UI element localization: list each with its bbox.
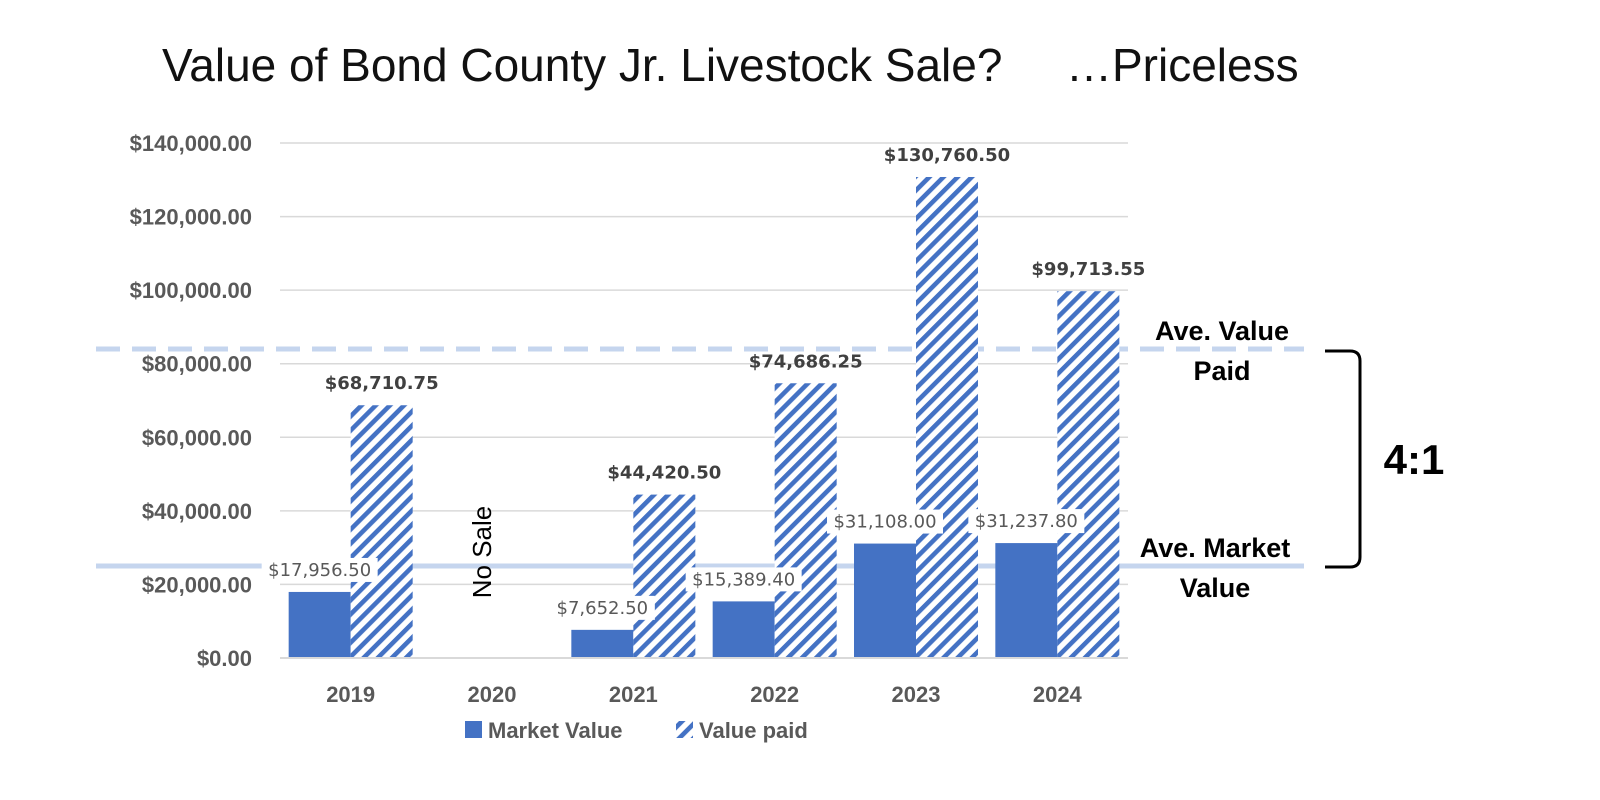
market-value-bar bbox=[995, 543, 1058, 658]
market-value-bar bbox=[854, 543, 916, 658]
x-tick-label: 2021 bbox=[609, 682, 658, 707]
data-label-background bbox=[261, 557, 378, 582]
market-value-bar bbox=[571, 629, 634, 658]
value-paid-data-label: $99,713.55 bbox=[1031, 259, 1145, 280]
x-tick-label: 2019 bbox=[326, 682, 375, 707]
ave-market-value-label-line2: Value bbox=[1180, 573, 1251, 603]
chart-title-tagline: …Priceless bbox=[1066, 39, 1299, 91]
value-paid-bar bbox=[1057, 291, 1120, 658]
value-paid-bar bbox=[774, 383, 837, 658]
x-tick-label: 2023 bbox=[892, 682, 941, 707]
gridlines bbox=[280, 142, 1128, 659]
ratio-bracket bbox=[1325, 349, 1362, 569]
y-tick-label: $0.00 bbox=[197, 646, 252, 671]
ave-value-paid-label: Ave. Value bbox=[1155, 316, 1289, 346]
bars bbox=[288, 176, 1120, 658]
y-tick-label: $80,000.00 bbox=[142, 352, 252, 377]
ave-market-value-label: Ave. Market bbox=[1140, 533, 1291, 563]
y-tick-label: $20,000.00 bbox=[142, 572, 252, 597]
value-paid-bar bbox=[633, 494, 696, 658]
y-tick-label: $140,000.00 bbox=[130, 131, 252, 156]
x-tick-label: 2020 bbox=[468, 682, 517, 707]
market-value-data-label: $17,956.50 bbox=[268, 560, 371, 581]
value-paid-data-label: $130,760.50 bbox=[884, 145, 1010, 166]
y-tick-label: $100,000.00 bbox=[130, 278, 252, 303]
y-tick-label: $40,000.00 bbox=[142, 499, 252, 524]
market-value-data-label: $31,108.00 bbox=[833, 512, 936, 533]
annotations: No Sale Ave. Value Paid Ave. Market Value 4:1 bbox=[467, 316, 1444, 603]
x-tick-label: 2024 bbox=[1033, 682, 1083, 707]
value-paid-data-label: $74,686.25 bbox=[749, 351, 863, 372]
market-value-data-label: $7,652.50 bbox=[557, 598, 649, 619]
ratio-label: 4:1 bbox=[1384, 436, 1445, 483]
y-tick-label: $120,000.00 bbox=[130, 205, 252, 230]
market-value-data-label: $15,389.40 bbox=[692, 569, 795, 590]
ave-value-paid-label-line2: Paid bbox=[1193, 356, 1250, 386]
reference-lines bbox=[96, 346, 1304, 569]
chart-title: Value of Bond County Jr. Livestock Sale? bbox=[162, 39, 1003, 91]
data-label-background bbox=[685, 567, 802, 592]
value-paid-bar bbox=[916, 176, 978, 658]
legend-label-market-value: Market Value bbox=[488, 718, 623, 743]
y-tick-label: $60,000.00 bbox=[142, 425, 252, 450]
legend-label-value-paid: Value paid bbox=[699, 718, 808, 743]
market-value-bar bbox=[712, 601, 775, 658]
legend-swatch-value-paid bbox=[676, 721, 693, 738]
value-paid-data-label: $68,710.75 bbox=[325, 373, 439, 394]
data-label-background bbox=[549, 595, 655, 620]
market-value-bar bbox=[288, 591, 351, 658]
no-sale-label: No Sale bbox=[467, 506, 497, 599]
market-value-data-label: $31,237.80 bbox=[975, 511, 1078, 532]
data-label-background bbox=[968, 509, 1085, 534]
x-tick-label: 2022 bbox=[750, 682, 799, 707]
value-paid-data-label: $44,420.50 bbox=[607, 463, 721, 484]
data-labels: $17,956.50 $68,710.75 $7,652.50 $44,420.50 $… bbox=[261, 145, 1145, 620]
legend: Market Value Value paid bbox=[465, 718, 808, 743]
legend-swatch-market-value bbox=[465, 721, 482, 738]
data-label-background bbox=[827, 509, 943, 534]
axes: $0.00 $20,000.00 $40,000.00 $60,000.00 $80,0… bbox=[130, 131, 1128, 707]
value-paid-bar bbox=[350, 405, 413, 658]
